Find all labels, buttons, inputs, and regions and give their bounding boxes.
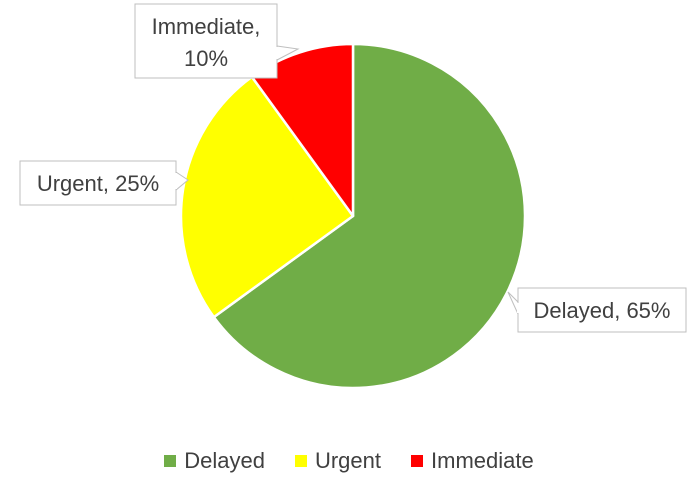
legend-label-delayed: Delayed bbox=[184, 448, 265, 473]
data-label-immediate: Immediate, 10% bbox=[134, 3, 300, 79]
data-label-text-delayed: Delayed, 65% bbox=[534, 298, 671, 323]
data-label-text-urgent: Urgent, 25% bbox=[37, 171, 159, 196]
pie-slice-urgent bbox=[179, 75, 355, 319]
data-label-delayed: Delayed, 65% bbox=[507, 287, 687, 333]
legend-swatch-delayed bbox=[164, 455, 177, 467]
pie-slice-delayed bbox=[212, 42, 527, 390]
legend-item-urgent: Urgent bbox=[294, 448, 382, 474]
legend-item-immediate: Immediate bbox=[411, 448, 534, 474]
legend-label-urgent: Urgent bbox=[314, 448, 382, 473]
legend-item-delayed: Delayed bbox=[164, 448, 265, 474]
legend-swatch-urgent bbox=[294, 455, 307, 467]
chart-legend: Delayed Urgent Immediate bbox=[0, 448, 698, 474]
data-label-text-immediate: Immediate, 10% bbox=[152, 14, 261, 71]
legend-label-immediate: Immediate bbox=[431, 448, 534, 473]
legend-swatch-immediate bbox=[411, 455, 424, 467]
data-label-urgent: Urgent, 25% bbox=[19, 160, 189, 206]
